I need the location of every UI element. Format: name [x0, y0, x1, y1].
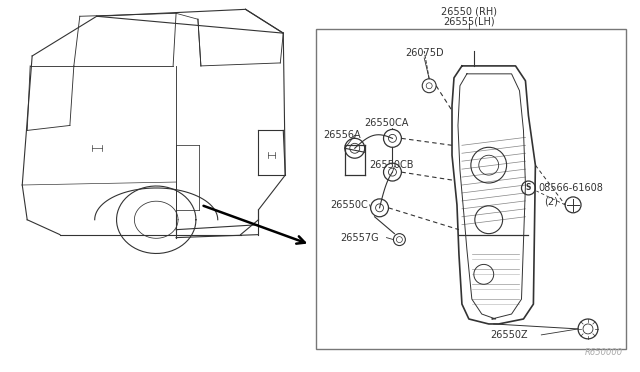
Text: R650000: R650000: [584, 348, 623, 357]
Text: 26556A: 26556A: [323, 130, 360, 140]
Text: (2): (2): [544, 197, 558, 207]
Text: 26557G: 26557G: [340, 232, 378, 243]
Text: 26075D: 26075D: [405, 48, 444, 58]
Text: S: S: [525, 183, 531, 192]
Bar: [316, 29, 626, 349]
Text: 26550Z: 26550Z: [491, 330, 529, 340]
Text: 26555(LH): 26555(LH): [443, 16, 495, 26]
Text: 26550 (RH): 26550 (RH): [441, 6, 497, 16]
Text: 26550CA: 26550CA: [365, 118, 409, 128]
Text: 26550CB: 26550CB: [370, 160, 414, 170]
Text: 08566-61608: 08566-61608: [538, 183, 604, 193]
Text: 26550C: 26550C: [330, 200, 367, 210]
